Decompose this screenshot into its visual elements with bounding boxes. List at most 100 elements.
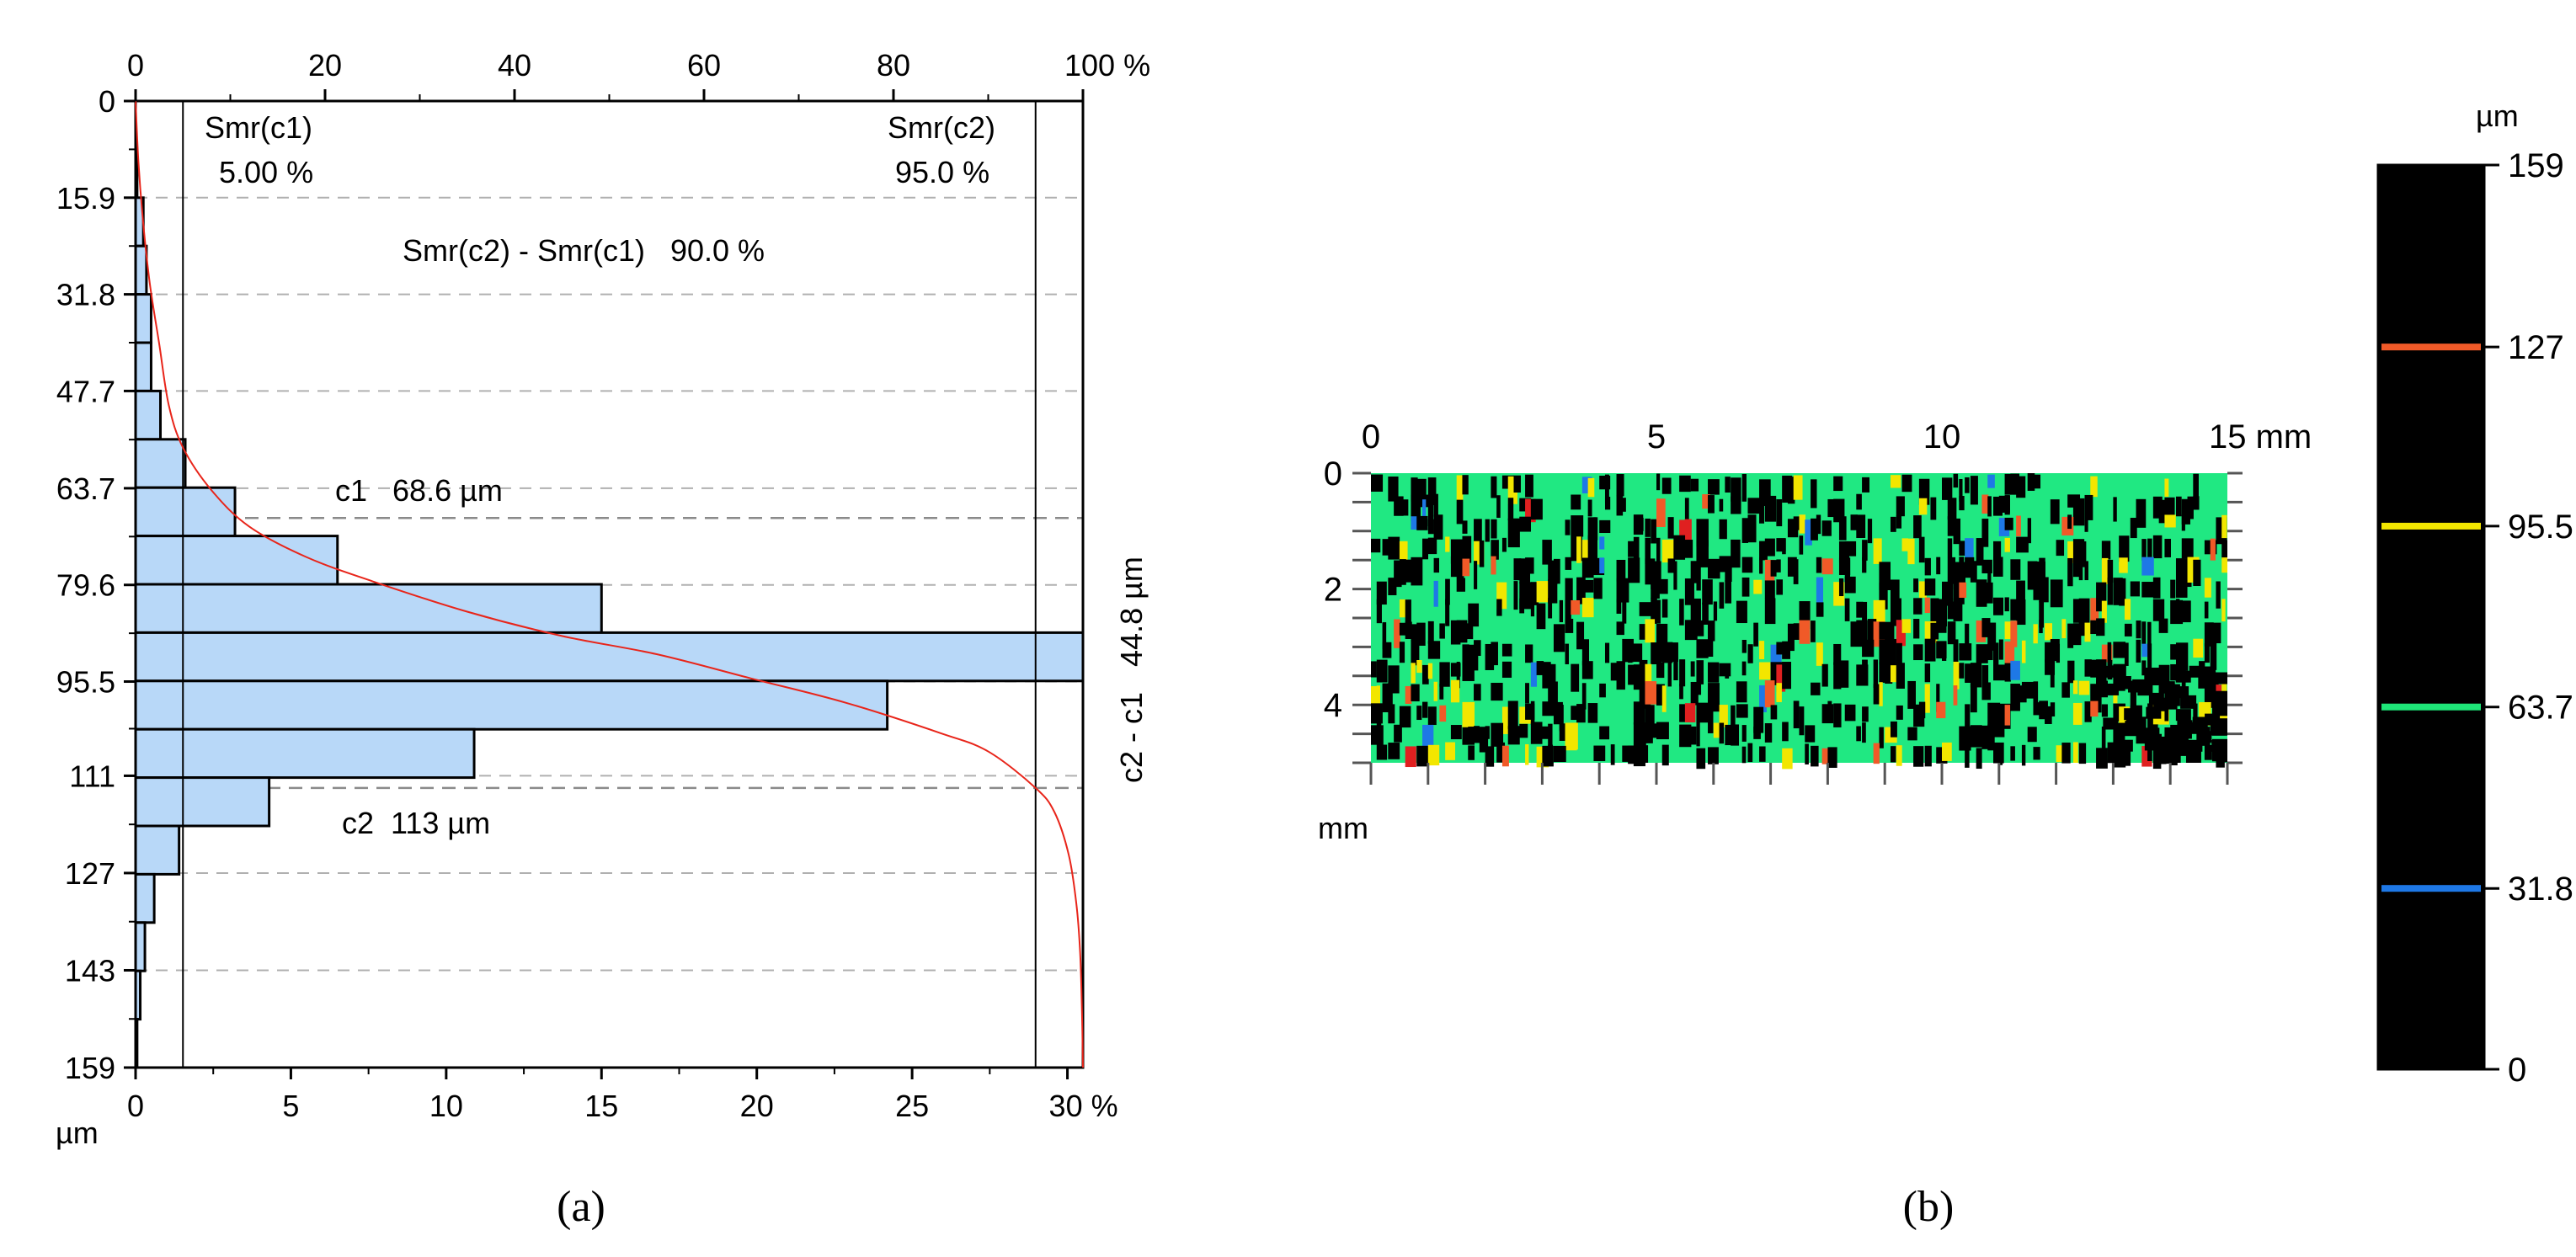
height-map-cell [1491, 519, 1497, 539]
height-map-cell [1405, 685, 1412, 705]
height-map-cell [2164, 706, 2169, 722]
height-map-cell [1696, 722, 1700, 747]
height-map-cell [1741, 518, 1748, 543]
height-map-cell [2124, 599, 2131, 621]
height-map-cell [1382, 622, 1387, 649]
height-map-cell [1530, 598, 1535, 617]
height-map-cell [1879, 639, 1888, 665]
height-map-cell [1639, 659, 1648, 685]
height-map-cell [1599, 557, 1605, 573]
height-map-cell [1811, 479, 1817, 509]
height-map-cell [1942, 742, 1952, 761]
height-map-cell [1433, 580, 1438, 607]
height-map-cell [1405, 599, 1411, 626]
height-map-cell [2078, 541, 2087, 567]
height-map-cell [1731, 705, 1736, 727]
height-map-cell [1913, 746, 1924, 767]
height-map-cell [2084, 622, 2091, 642]
height-map-cell [2193, 638, 2204, 658]
height-map-cell [1873, 538, 1882, 564]
height-map-cell [1913, 644, 1923, 661]
panel-a-y-unit: µm [56, 1116, 99, 1150]
height-map-cell [2004, 495, 2010, 515]
height-map-cell [2101, 557, 2109, 584]
height-map-cell [1793, 475, 1803, 500]
height-map-cell [1793, 516, 1801, 530]
height-map-cell [1690, 598, 1701, 622]
height-map-cell [1462, 701, 1475, 728]
height-map-cell [1811, 745, 1819, 767]
height-map-cell [1468, 603, 1480, 627]
height-map-cell [1645, 518, 1651, 537]
height-map-cell [1782, 475, 1793, 503]
height-map-cell [1731, 724, 1740, 746]
height-map-cell [1918, 701, 1926, 719]
height-map-cell [1616, 559, 1626, 582]
height-map-cell [1622, 745, 1633, 762]
height-map-cell [1844, 598, 1850, 621]
height-map-cell [1741, 577, 1750, 597]
height-colorbar: 159 127 95.5 63.7 31.8 0 [2376, 147, 2573, 1089]
height-map-cell [1427, 537, 1437, 555]
height-map-cell [1696, 660, 1704, 684]
height-map-cell [1776, 664, 1786, 692]
height-map-cell [2212, 698, 2227, 711]
height-map-cell [1987, 643, 1993, 661]
height-map-cell [1799, 535, 1804, 555]
height-map-cell [1725, 477, 1731, 493]
height-map-cell [1468, 745, 1475, 760]
height-map-cell [1394, 619, 1400, 648]
height-map-cell [1411, 684, 1420, 702]
height-map-cell [2096, 597, 2104, 612]
height-map-cell [1651, 598, 1657, 624]
height-map-cell [2090, 476, 2098, 498]
height-map-cell [2107, 642, 2112, 668]
height-map-cell [2078, 680, 2090, 695]
height-map-cell [2147, 621, 2152, 644]
height-map-cell [1496, 495, 1501, 519]
height-map-cell [1628, 541, 1635, 557]
height-map-cell [1896, 745, 1902, 766]
y-tick-label: 0 [99, 84, 115, 119]
height-map-cell [1764, 559, 1775, 584]
height-map-cell [1679, 704, 1686, 722]
height-map-cell [1993, 597, 2004, 615]
height-map-cell [1719, 519, 1727, 540]
height-map-cell [2033, 681, 2039, 706]
height-map-cell [1805, 743, 1809, 764]
height-map-cell [2027, 473, 2035, 491]
height-map-cell [2210, 622, 2221, 644]
height-map-cell [1501, 661, 1512, 678]
height-map-cell [1713, 601, 1718, 621]
height-map-cell [1901, 474, 1912, 493]
height-map-cell [1427, 744, 1440, 766]
material-ratio-curve [135, 100, 1084, 1068]
height-map-cell [1833, 476, 1843, 492]
height-map-cell [1759, 746, 1766, 762]
height-map-cell [1965, 538, 1974, 560]
height-map-cell [2221, 514, 2227, 539]
height-map-cell [1376, 581, 1387, 605]
histogram-bar [134, 535, 339, 586]
height-map-cell [2061, 682, 2070, 698]
height-map-cell [1799, 514, 1805, 534]
height-map-cell [1633, 536, 1640, 561]
height-map-cell [1936, 701, 1946, 719]
height-map-cell [2130, 684, 2136, 709]
height-map-cell [1667, 662, 1672, 687]
height-map-cell [2141, 643, 2148, 658]
height-map-cell [1450, 620, 1461, 645]
c2-minus-c1-annotation: c2 - c1 44.8 µm [1114, 557, 1149, 783]
height-map-cell [1959, 557, 1965, 578]
height-map-cell [1427, 498, 1434, 527]
height-map-cell [2045, 623, 2053, 641]
height-map-cell [1462, 662, 1475, 681]
height-map-cell [1816, 514, 1821, 535]
height-map-cell [1913, 578, 1918, 593]
height-map-cell [2072, 623, 2082, 646]
height-map-cell [1536, 581, 1549, 603]
height-map-cell [1462, 644, 1469, 665]
height-map-cell [1576, 621, 1585, 650]
height-map-cell [2107, 559, 2114, 583]
height-map-cell [1673, 659, 1678, 680]
